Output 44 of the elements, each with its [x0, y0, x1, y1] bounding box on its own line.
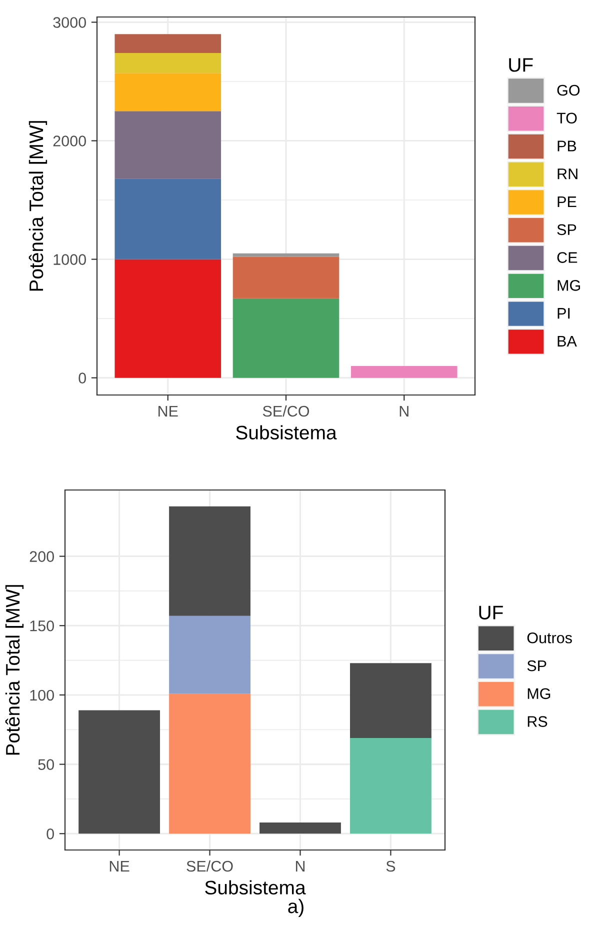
text: a): [288, 898, 304, 918]
legend-title: UF: [479, 606, 503, 620]
x-tick-label: N: [400, 406, 408, 416]
legend-label: SP: [527, 660, 546, 672]
bar: [169, 694, 250, 834]
y-tick-label: 1000: [54, 254, 86, 265]
legend-label: SP: [557, 224, 576, 236]
bar: [78, 710, 160, 834]
legend-label: PI: [558, 308, 570, 319]
y-tick-label: 200: [30, 551, 54, 562]
y-tick-label: 3000: [53, 17, 86, 28]
y-tick-label: 0: [78, 372, 86, 384]
bar: [169, 506, 250, 616]
legend-label: PE: [558, 196, 576, 208]
x-tick-label: SE/CO: [262, 405, 310, 417]
legend-label: GO: [557, 84, 580, 96]
x-tick-label: SE/CO: [186, 860, 233, 872]
legend-title: UF: [509, 58, 533, 72]
legend-label: PB: [558, 140, 576, 152]
legend-label: MG: [558, 280, 580, 291]
y-tick-label: 50: [38, 759, 54, 770]
y-tick-label: 150: [30, 620, 54, 632]
y-tick-label: 100: [30, 690, 54, 701]
legend-label: TO: [556, 112, 577, 124]
y-tick-label: 2000: [53, 136, 86, 146]
y-axis-title: Potência Total [MW]: [5, 585, 24, 755]
y-axis-title: Potência Total [MW]: [28, 121, 48, 291]
x-tick-label: NE: [110, 860, 130, 872]
legend-label: Outros: [527, 632, 572, 644]
x-tick-label: N: [296, 860, 305, 872]
x-axis-title: Subsistema: [236, 425, 337, 440]
y-tick-label: 0: [46, 828, 54, 840]
legend-label: RN: [558, 168, 578, 180]
bar: [260, 822, 341, 834]
legend-label: MG: [528, 688, 550, 700]
legend-label: CE: [557, 252, 578, 263]
bar: [350, 663, 432, 738]
x-axis-title: Subsistema: [205, 880, 306, 894]
legend-label: RS: [528, 716, 548, 727]
x-tick-label: NE: [158, 406, 178, 416]
legend-label: BA: [558, 336, 577, 346]
bar: [169, 616, 250, 694]
bar: [350, 738, 432, 834]
x-tick-label: S: [386, 860, 396, 872]
